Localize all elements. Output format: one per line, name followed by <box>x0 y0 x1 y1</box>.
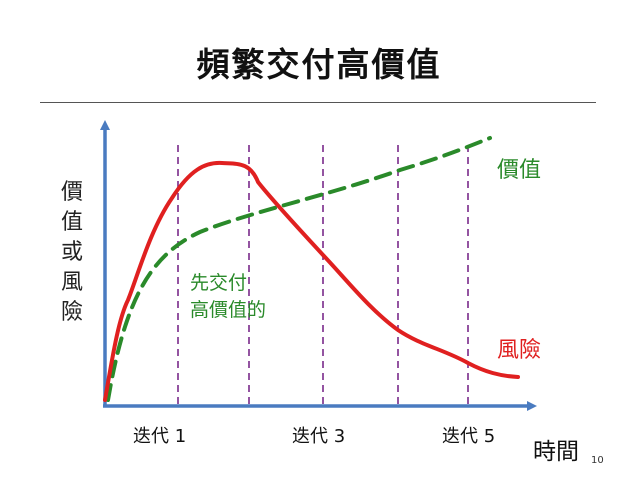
y-axis-label-char: 風 <box>60 270 83 295</box>
y-axis-label-char: 價 <box>60 180 83 205</box>
y-axis-label-char: 值 <box>60 210 83 235</box>
risk-curve-label: 風險 <box>497 338 542 363</box>
y-axis-label-char: 或 <box>60 240 83 265</box>
annotation: 先交付 高價值的 <box>190 270 266 324</box>
slide-title: 頻繁交付高價值 <box>196 45 442 84</box>
x-tick-iteration-3: 迭代 3 <box>292 426 346 447</box>
value-curve-label: 價值 <box>497 158 542 183</box>
y-axis-label: 價 值 或 風 險 <box>52 178 92 328</box>
annotation-line: 高價值的 <box>190 299 267 321</box>
page-number: 10 <box>591 455 604 466</box>
value-curve <box>106 136 492 402</box>
y-axis-label-char: 險 <box>60 300 83 325</box>
annotation-line: 先交付 <box>190 272 248 294</box>
x-axis-label: 時間 <box>533 439 579 465</box>
risk-curve <box>103 160 520 402</box>
x-tick-iteration-5: 迭代 5 <box>442 426 496 447</box>
title-divider <box>40 102 596 103</box>
x-tick-iteration-1: 迭代 1 <box>133 426 187 447</box>
